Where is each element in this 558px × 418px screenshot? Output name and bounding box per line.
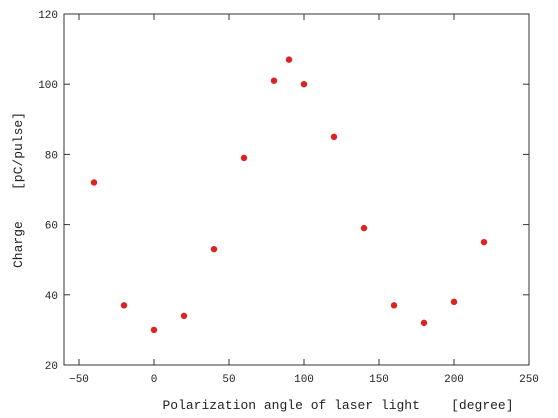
x-axis-label: Polarization angle of laser light [degre… (162, 398, 513, 413)
plot-frame (63, 13, 530, 366)
point (390, 302, 398, 309)
y-axis-label: Charge [pC/pulse] (11, 112, 26, 268)
x-tick-label: 250 (519, 374, 539, 386)
y-tick-label: 60 (45, 221, 58, 233)
x-tick-label: −50 (69, 374, 89, 386)
x-tick-label: 50 (222, 374, 235, 386)
y-tick-label: 120 (38, 10, 58, 22)
point (285, 56, 293, 63)
point (270, 77, 278, 84)
y-tick-label: 80 (45, 150, 58, 162)
x-tick-label: 200 (444, 374, 464, 386)
point (480, 238, 488, 246)
point (180, 312, 188, 320)
y-tick-label: 20 (45, 361, 58, 373)
point (330, 133, 338, 141)
x-tick-label: 100 (294, 374, 314, 386)
x-tick-label: 0 (151, 374, 158, 386)
point (450, 298, 458, 306)
y-tick-label: 40 (45, 291, 58, 303)
y-tick-label: 100 (38, 80, 58, 92)
point (120, 302, 128, 309)
point (150, 326, 158, 334)
point (240, 154, 248, 162)
x-tick-label: 150 (369, 374, 389, 386)
point (210, 245, 218, 253)
point (420, 319, 428, 327)
point (360, 224, 368, 232)
point (90, 179, 98, 186)
point (300, 81, 308, 88)
